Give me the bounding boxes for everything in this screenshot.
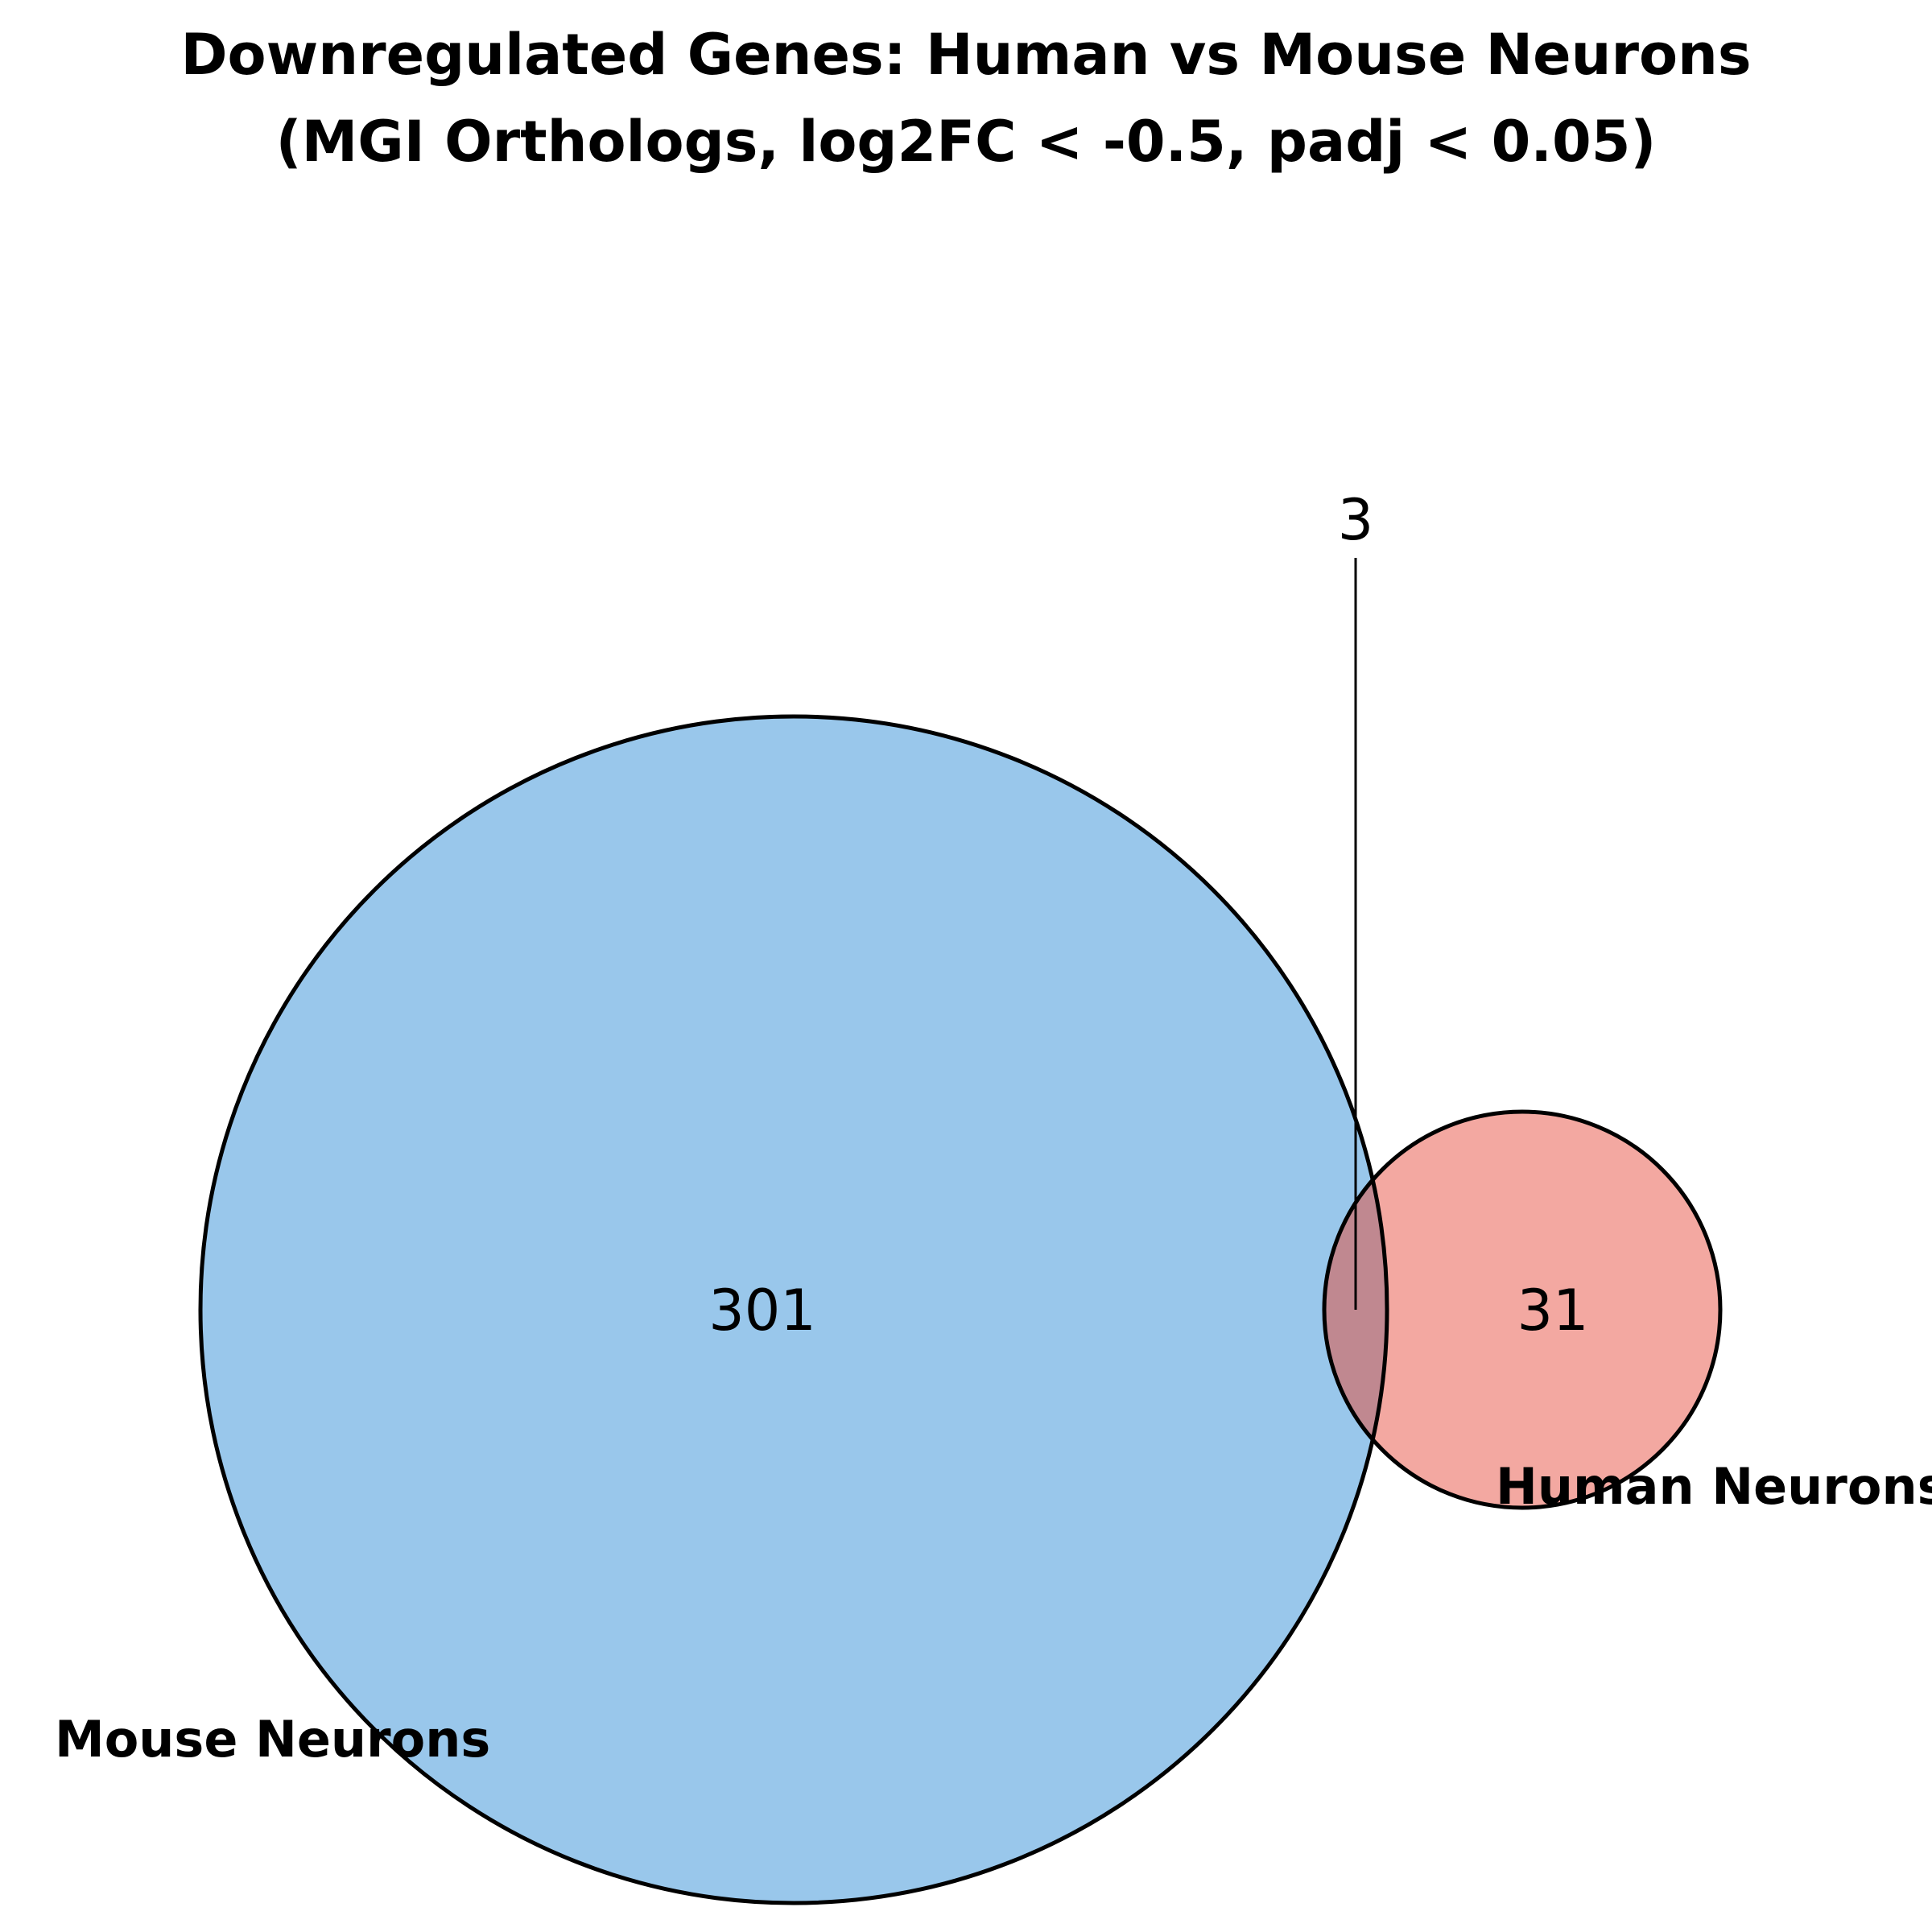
human-neurons-circle-outline (1322, 1109, 1723, 1510)
overlap-count: 3 (1338, 487, 1374, 553)
mouse-neurons-circle (200, 716, 1387, 1903)
mouse-neurons-circle-outline (198, 714, 1389, 1905)
chart-title-line-1: Downregulated Genes: Human vs Mouse Neur… (180, 22, 1751, 88)
human-neurons-circle (1324, 1112, 1720, 1508)
mouse-neurons-label: Mouse Neurons (55, 1710, 490, 1769)
mouse-only-count: 301 (708, 1278, 816, 1344)
human-only-count: 31 (1517, 1278, 1588, 1344)
chart-title-line-2: (MGI Orthologs, log2FC < -0.5, padj < 0.… (276, 109, 1657, 175)
human-neurons-label: Human Neurons (1496, 1457, 1932, 1516)
